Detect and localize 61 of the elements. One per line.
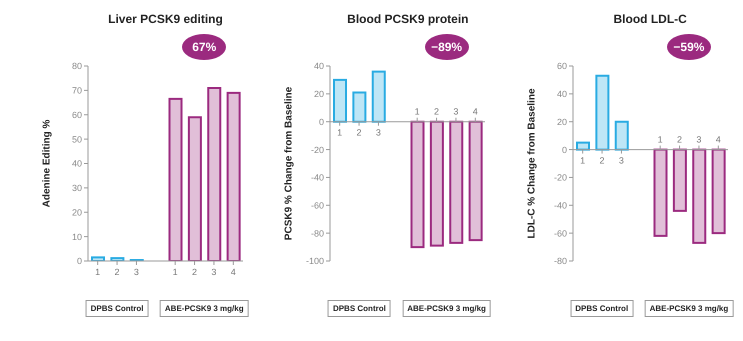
y-tick-label: -80	[311, 228, 324, 238]
y-tick-label: -20	[554, 172, 567, 183]
x-tick-label: 3	[618, 156, 624, 166]
y-tick-label: 0	[76, 256, 82, 266]
y-axis-title: PCSK9 % Change from Baseline	[284, 86, 295, 240]
x-tick-label: 4	[473, 106, 478, 117]
x-tick-label: 2	[114, 267, 120, 277]
x-tick-label: 2	[356, 128, 362, 138]
x-tick-label: 2	[599, 156, 604, 166]
y-tick-label: 20	[72, 207, 82, 218]
text: ABE-PCSK9 3 mg/kg	[644, 300, 734, 317]
y-tick-label: -20	[311, 144, 324, 155]
y-tick-label: -60	[554, 228, 567, 238]
y-tick-label: 0	[319, 116, 324, 127]
y-tick-label: 30	[72, 183, 82, 194]
chart-title: Liver PCSK9 editing	[107, 12, 224, 26]
y-tick-label: -80	[554, 256, 567, 266]
y-tick-label: 70	[72, 86, 82, 96]
x-tick-label: 2	[434, 106, 440, 117]
y-tick-label: 80	[72, 61, 82, 72]
y-axis-title: LDL-C % Change from Baseline	[526, 88, 538, 239]
x-tick-label: 3	[211, 267, 216, 277]
x-tick-label: 4	[715, 134, 720, 145]
text: ABE-PCSK9 3 mg/kg	[402, 300, 491, 317]
text: DPBS Control	[570, 300, 634, 317]
y-axis-title: Adenine Editing %	[42, 120, 53, 208]
x-tick-label: 4	[230, 267, 236, 277]
y-tick-label: -40	[554, 200, 567, 210]
y-tick-label: -60	[311, 200, 324, 210]
y-tick-label: -40	[311, 172, 324, 183]
x-tick-label: 2	[192, 267, 198, 277]
chart-title: Blood LDL-C	[612, 12, 688, 26]
y-tick-label: -100	[306, 256, 324, 266]
y-tick-label: 60	[556, 61, 567, 72]
x-tick-label: 3	[376, 128, 382, 138]
x-tick-label: 3	[454, 106, 459, 117]
y-tick-label: 50	[72, 134, 82, 144]
text: DPBS Control	[86, 300, 149, 317]
x-tick-label: 1	[657, 134, 662, 145]
x-tick-label: 3	[134, 267, 139, 277]
y-tick-label: 0	[562, 144, 567, 155]
x-tick-label: 1	[95, 267, 100, 277]
chart-title: Blood PCSK9 protein	[346, 12, 470, 26]
y-tick-label: 40	[314, 61, 324, 72]
text: DPBS Control	[328, 300, 391, 317]
y-tick-label: 40	[556, 89, 567, 100]
x-tick-label: 1	[338, 128, 343, 138]
y-tick-label: 20	[314, 89, 324, 100]
badge: 67%	[182, 34, 226, 60]
badge: −59%	[666, 34, 711, 60]
x-tick-label: 2	[676, 134, 682, 145]
y-tick-label: 40	[72, 158, 82, 169]
y-tick-label: 60	[72, 110, 82, 120]
text: ABE-PCSK9 3 mg/kg	[160, 300, 249, 317]
y-tick-label: 20	[556, 116, 567, 127]
x-tick-label: 1	[172, 267, 178, 277]
y-tick-label: 10	[72, 232, 82, 242]
x-tick-label: 1	[580, 156, 585, 166]
x-tick-label: 1	[415, 106, 420, 117]
x-tick-label: 3	[696, 134, 702, 145]
badge: −89%	[424, 34, 469, 60]
